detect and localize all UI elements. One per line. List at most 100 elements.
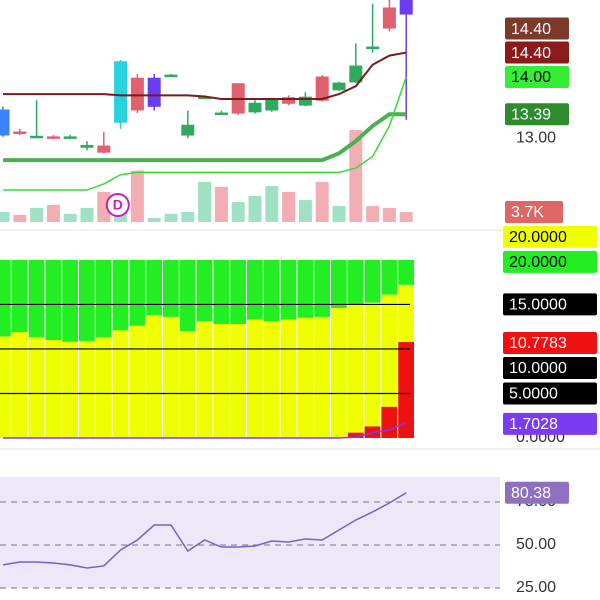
candle-body bbox=[382, 7, 396, 29]
stacked-bar bbox=[213, 324, 230, 438]
candle-body bbox=[315, 76, 329, 101]
stacked-bar bbox=[381, 259, 398, 295]
price-badge-label: 14.40 bbox=[511, 45, 551, 62]
price-badge-label: 20.0000 bbox=[509, 254, 567, 271]
candle-body bbox=[164, 74, 178, 78]
y-tick-label: 13.00 bbox=[516, 129, 556, 146]
rsi-band bbox=[0, 476, 500, 588]
stacked-bar bbox=[129, 259, 146, 326]
overlay-bar bbox=[347, 432, 364, 438]
volume-bar bbox=[282, 191, 296, 222]
stacked-bar bbox=[146, 259, 162, 316]
candle-body bbox=[80, 144, 94, 148]
stacked-bar bbox=[364, 302, 381, 438]
price-badge bbox=[503, 250, 597, 273]
stacked-bar bbox=[179, 259, 196, 332]
stacked-bar bbox=[28, 337, 45, 438]
candle-body bbox=[63, 136, 77, 139]
stacked-bar bbox=[331, 259, 347, 308]
candle-body bbox=[399, 0, 413, 15]
volume-bar bbox=[130, 170, 144, 222]
candle-body bbox=[13, 131, 27, 134]
stacked-bar bbox=[398, 259, 414, 285]
volume-bar bbox=[265, 185, 279, 222]
price-badge bbox=[505, 17, 569, 40]
oscillator-line bbox=[3, 422, 407, 439]
volume-bar bbox=[181, 211, 195, 222]
stacked-bar bbox=[45, 340, 62, 438]
price-badge-label: 10.7783 bbox=[509, 335, 567, 352]
stacked-bar bbox=[347, 304, 364, 438]
volume-bar bbox=[147, 217, 161, 222]
stacked-bar bbox=[28, 259, 45, 338]
price-badge-label: 14.40 bbox=[511, 21, 551, 38]
price-badge bbox=[505, 200, 563, 223]
stacked-bar bbox=[62, 341, 78, 438]
event-marker-label: D bbox=[113, 197, 123, 213]
candle-body bbox=[147, 77, 161, 107]
volume-bar bbox=[248, 196, 262, 222]
stacked-bar bbox=[263, 259, 280, 322]
stacked-bar bbox=[297, 317, 314, 438]
candle-body bbox=[0, 109, 10, 136]
volume-bar bbox=[382, 207, 396, 222]
candle-body bbox=[97, 145, 111, 153]
y-tick-label: 15.0000 bbox=[509, 297, 567, 314]
overlay-bar bbox=[398, 342, 414, 438]
overlay-bar bbox=[381, 406, 398, 438]
stacked-bar bbox=[314, 316, 330, 438]
stacked-bar bbox=[297, 259, 314, 318]
candle-body bbox=[282, 97, 296, 104]
price-badge bbox=[505, 481, 569, 504]
stacked-bar bbox=[230, 259, 246, 325]
candle-body bbox=[248, 102, 262, 113]
stacked-bar bbox=[314, 259, 330, 317]
price-badge-label: 80.38 bbox=[511, 485, 551, 502]
volume-bar bbox=[198, 181, 212, 222]
stacked-bar bbox=[62, 259, 78, 342]
tick-badge bbox=[503, 382, 597, 405]
candle-body bbox=[46, 136, 60, 139]
stacked-bar bbox=[146, 315, 162, 438]
candle-body bbox=[298, 96, 312, 106]
volume-bar bbox=[63, 213, 77, 222]
stacked-bar bbox=[364, 259, 381, 303]
event-marker bbox=[105, 193, 130, 217]
volume-bar bbox=[399, 211, 413, 222]
stacked-bar bbox=[11, 259, 28, 333]
volume-bar bbox=[349, 129, 363, 222]
stacked-bar bbox=[331, 307, 347, 438]
candle-body bbox=[130, 77, 144, 111]
volume-bar bbox=[298, 200, 312, 222]
volume-bar bbox=[30, 207, 44, 222]
volume-bar bbox=[0, 211, 10, 222]
stacked-bar bbox=[179, 331, 196, 438]
stacked-bar bbox=[95, 259, 112, 338]
volume-bar bbox=[46, 204, 60, 222]
price-badge bbox=[505, 41, 569, 64]
candle-body bbox=[265, 99, 279, 111]
stacked-bar bbox=[247, 319, 263, 438]
stacked-bar bbox=[45, 259, 62, 341]
tick-badge bbox=[503, 293, 597, 316]
volume-bar bbox=[332, 206, 346, 222]
volume-bar bbox=[13, 214, 27, 222]
y-tick-label: 5.0000 bbox=[509, 386, 558, 403]
volume-bars bbox=[0, 129, 413, 222]
stacked-bar bbox=[11, 332, 28, 438]
y-tick-label: 50.00 bbox=[516, 536, 556, 553]
price-badge-label: 1.7028 bbox=[509, 416, 558, 433]
volume-bar bbox=[214, 186, 228, 222]
tick-badge bbox=[503, 356, 597, 379]
price-badge bbox=[503, 332, 597, 355]
rsi-line bbox=[2, 492, 407, 569]
volume-bar bbox=[80, 207, 94, 222]
stacked-bar bbox=[247, 259, 263, 320]
volume-bar bbox=[231, 201, 245, 222]
indicator-line bbox=[3, 76, 407, 191]
stacked-bar bbox=[230, 324, 246, 438]
stacked-bar bbox=[112, 330, 129, 438]
price-badge-label: 3.7K bbox=[511, 204, 544, 221]
